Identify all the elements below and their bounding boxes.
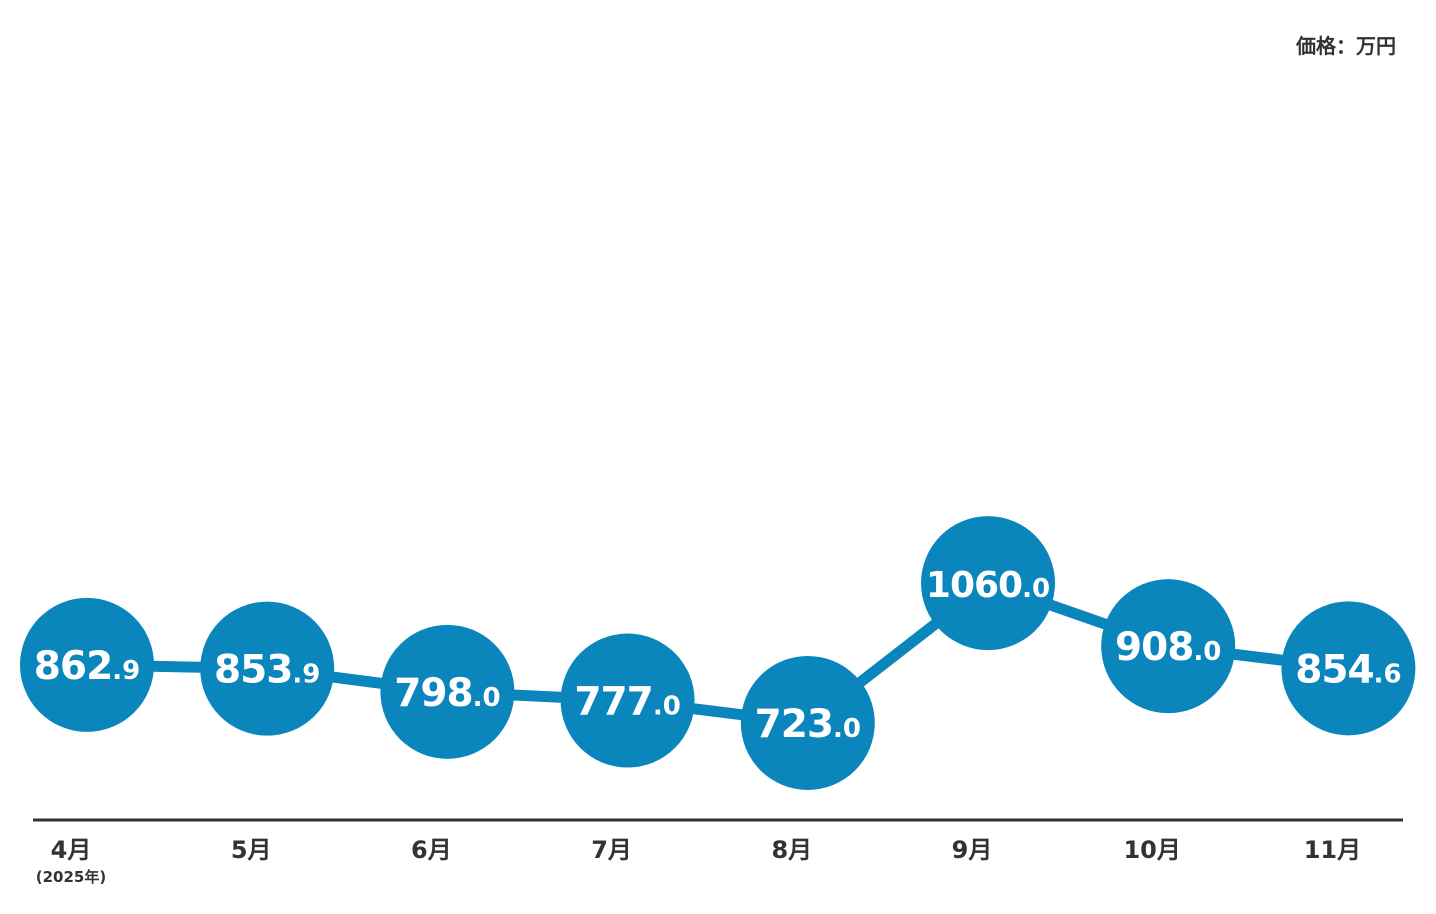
data-point: 777.0 [560, 633, 695, 768]
data-point: 853.9 [200, 601, 335, 736]
data-point-marker [1101, 579, 1236, 714]
data-point: 1060.0 [921, 516, 1055, 651]
x-tick-label: 11月 [1304, 836, 1361, 864]
x-tick-sublabel: (2025年) [36, 868, 106, 886]
data-label: 798.0 [394, 671, 500, 716]
data-point-marker [20, 597, 154, 732]
data-point: 908.0 [1101, 579, 1236, 714]
data-point: 723.0 [740, 655, 875, 790]
x-tick-label: 8月 [771, 836, 812, 864]
data-label: 1060.0 [926, 565, 1050, 606]
data-label: 854.6 [1295, 647, 1401, 692]
data-point-marker [1281, 601, 1416, 736]
data-point-marker [921, 516, 1055, 651]
data-label: 862.9 [34, 644, 140, 689]
x-tick-label: 6月 [411, 836, 452, 864]
data-point-marker [200, 601, 335, 736]
data-label: 723.0 [755, 702, 861, 747]
data-label: 853.9 [214, 648, 320, 693]
x-tick-label: 7月 [591, 836, 632, 864]
data-point: 798.0 [380, 624, 515, 759]
data-label: 908.0 [1115, 625, 1221, 670]
x-tick-label: 10月 [1123, 836, 1180, 864]
unit-label: 価格：万円 [1296, 34, 1396, 58]
data-point-marker [740, 655, 875, 790]
data-point: 862.9 [20, 597, 154, 732]
x-tick-label: 9月 [952, 836, 993, 864]
x-axis-ticks: 4月 5月 6月 7月 8月 9月 10月 11月 (2025年) [36, 836, 1361, 886]
x-tick-label: 5月 [231, 836, 272, 864]
x-tick-label: 4月 [51, 836, 92, 864]
points-layer: 862.9 853.9 798.0 777.0 723.0 1060.0 908.0 854.… [20, 516, 1416, 790]
data-point-marker [380, 624, 515, 759]
data-label: 777.0 [574, 680, 680, 725]
data-point: 854.6 [1281, 601, 1416, 736]
data-point-marker [560, 633, 695, 768]
